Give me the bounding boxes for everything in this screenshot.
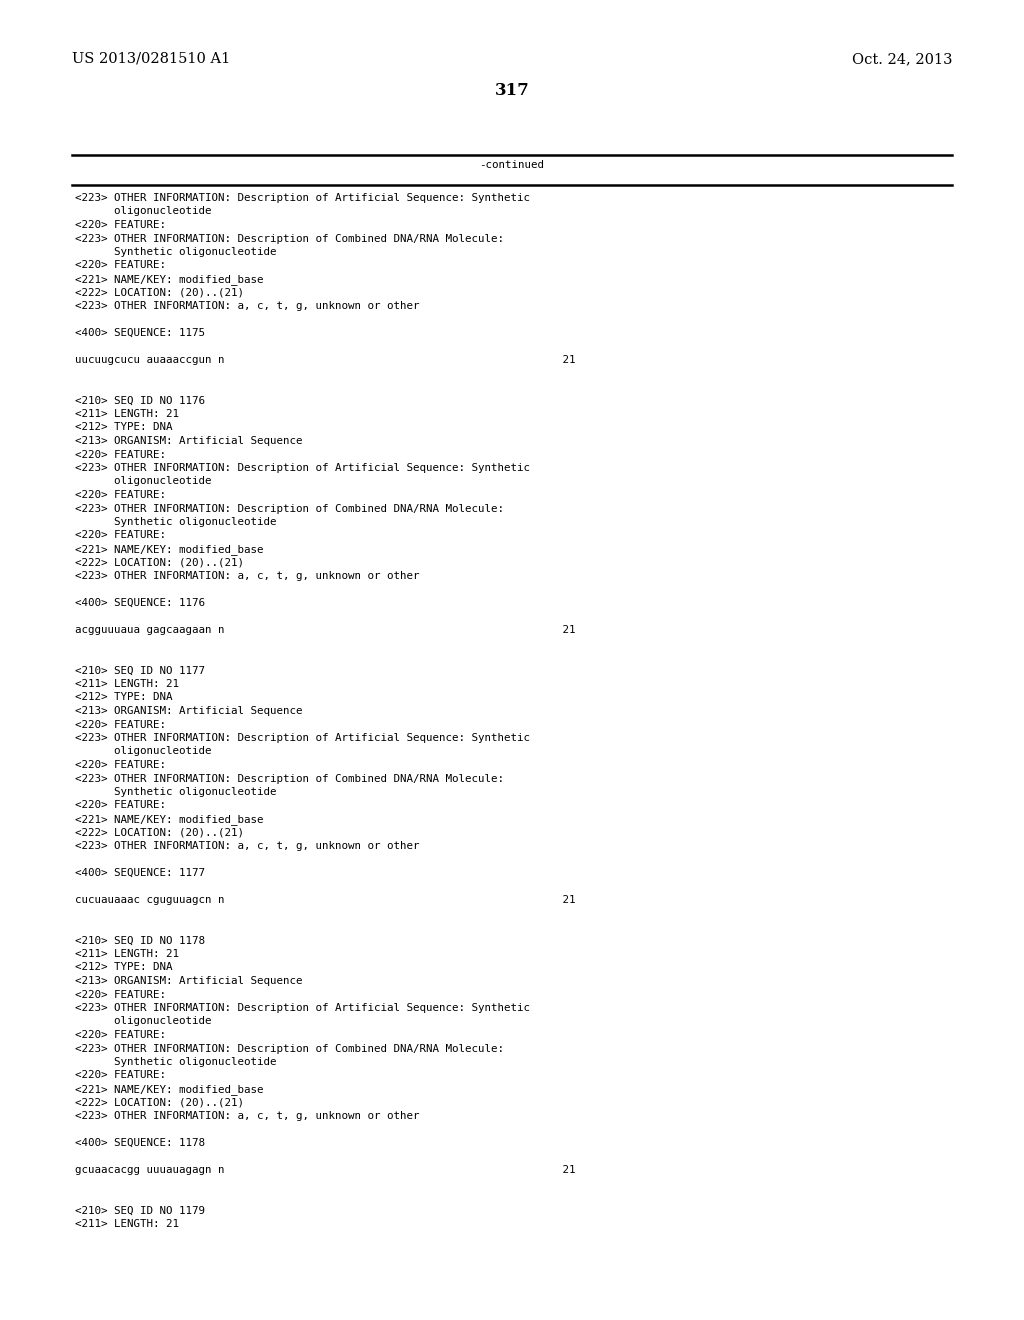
Text: <223> OTHER INFORMATION: a, c, t, g, unknown or other: <223> OTHER INFORMATION: a, c, t, g, unk… [75,572,420,581]
Text: oligonucleotide: oligonucleotide [75,477,212,487]
Text: <210> SEQ ID NO 1177: <210> SEQ ID NO 1177 [75,665,205,676]
Text: Synthetic oligonucleotide: Synthetic oligonucleotide [75,1057,276,1067]
Text: oligonucleotide: oligonucleotide [75,206,212,216]
Text: <213> ORGANISM: Artificial Sequence: <213> ORGANISM: Artificial Sequence [75,436,302,446]
Text: oligonucleotide: oligonucleotide [75,747,212,756]
Text: gcuaacacgg uuuauagagn n                                                    21: gcuaacacgg uuuauagagn n 21 [75,1166,575,1175]
Text: <400> SEQUENCE: 1177: <400> SEQUENCE: 1177 [75,869,205,878]
Text: Synthetic oligonucleotide: Synthetic oligonucleotide [75,247,276,257]
Text: <223> OTHER INFORMATION: Description of Artificial Sequence: Synthetic: <223> OTHER INFORMATION: Description of … [75,1003,530,1012]
Text: <220> FEATURE:: <220> FEATURE: [75,490,166,500]
Text: <223> OTHER INFORMATION: a, c, t, g, unknown or other: <223> OTHER INFORMATION: a, c, t, g, unk… [75,301,420,312]
Text: <211> LENGTH: 21: <211> LENGTH: 21 [75,949,179,960]
Text: <211> LENGTH: 21: <211> LENGTH: 21 [75,1218,179,1229]
Text: <220> FEATURE:: <220> FEATURE: [75,220,166,230]
Text: <220> FEATURE:: <220> FEATURE: [75,260,166,271]
Text: <221> NAME/KEY: modified_base: <221> NAME/KEY: modified_base [75,275,263,285]
Text: <220> FEATURE:: <220> FEATURE: [75,1071,166,1081]
Text: <220> FEATURE:: <220> FEATURE: [75,800,166,810]
Text: <220> FEATURE:: <220> FEATURE: [75,450,166,459]
Text: 317: 317 [495,82,529,99]
Text: <220> FEATURE:: <220> FEATURE: [75,531,166,540]
Text: <223> OTHER INFORMATION: Description of Combined DNA/RNA Molecule:: <223> OTHER INFORMATION: Description of … [75,234,504,243]
Text: <223> OTHER INFORMATION: Description of Artificial Sequence: Synthetic: <223> OTHER INFORMATION: Description of … [75,463,530,473]
Text: <223> OTHER INFORMATION: Description of Artificial Sequence: Synthetic: <223> OTHER INFORMATION: Description of … [75,733,530,743]
Text: uucuugcucu auaaaccgun n                                                    21: uucuugcucu auaaaccgun n 21 [75,355,575,366]
Text: <223> OTHER INFORMATION: Description of Combined DNA/RNA Molecule:: <223> OTHER INFORMATION: Description of … [75,1044,504,1053]
Text: -continued: -continued [479,160,545,170]
Text: <222> LOCATION: (20)..(21): <222> LOCATION: (20)..(21) [75,288,244,297]
Text: <223> OTHER INFORMATION: Description of Combined DNA/RNA Molecule:: <223> OTHER INFORMATION: Description of … [75,774,504,784]
Text: <210> SEQ ID NO 1178: <210> SEQ ID NO 1178 [75,936,205,945]
Text: <210> SEQ ID NO 1176: <210> SEQ ID NO 1176 [75,396,205,405]
Text: <223> OTHER INFORMATION: Description of Combined DNA/RNA Molecule:: <223> OTHER INFORMATION: Description of … [75,503,504,513]
Text: Synthetic oligonucleotide: Synthetic oligonucleotide [75,787,276,797]
Text: US 2013/0281510 A1: US 2013/0281510 A1 [72,51,230,66]
Text: cucuauaaac cguguuagcn n                                                    21: cucuauaaac cguguuagcn n 21 [75,895,575,906]
Text: <400> SEQUENCE: 1178: <400> SEQUENCE: 1178 [75,1138,205,1148]
Text: oligonucleotide: oligonucleotide [75,1016,212,1027]
Text: acgguuuaua gagcaagaan n                                                    21: acgguuuaua gagcaagaan n 21 [75,624,575,635]
Text: <223> OTHER INFORMATION: Description of Artificial Sequence: Synthetic: <223> OTHER INFORMATION: Description of … [75,193,530,203]
Text: <213> ORGANISM: Artificial Sequence: <213> ORGANISM: Artificial Sequence [75,975,302,986]
Text: <221> NAME/KEY: modified_base: <221> NAME/KEY: modified_base [75,1084,263,1094]
Text: <400> SEQUENCE: 1176: <400> SEQUENCE: 1176 [75,598,205,609]
Text: <213> ORGANISM: Artificial Sequence: <213> ORGANISM: Artificial Sequence [75,706,302,715]
Text: Synthetic oligonucleotide: Synthetic oligonucleotide [75,517,276,527]
Text: <223> OTHER INFORMATION: a, c, t, g, unknown or other: <223> OTHER INFORMATION: a, c, t, g, unk… [75,841,420,851]
Text: <220> FEATURE:: <220> FEATURE: [75,760,166,770]
Text: <212> TYPE: DNA: <212> TYPE: DNA [75,962,172,973]
Text: <223> OTHER INFORMATION: a, c, t, g, unknown or other: <223> OTHER INFORMATION: a, c, t, g, unk… [75,1111,420,1121]
Text: Oct. 24, 2013: Oct. 24, 2013 [852,51,952,66]
Text: <210> SEQ ID NO 1179: <210> SEQ ID NO 1179 [75,1205,205,1216]
Text: <211> LENGTH: 21: <211> LENGTH: 21 [75,678,179,689]
Text: <222> LOCATION: (20)..(21): <222> LOCATION: (20)..(21) [75,828,244,837]
Text: <400> SEQUENCE: 1175: <400> SEQUENCE: 1175 [75,327,205,338]
Text: <212> TYPE: DNA: <212> TYPE: DNA [75,693,172,702]
Text: <222> LOCATION: (20)..(21): <222> LOCATION: (20)..(21) [75,557,244,568]
Text: <221> NAME/KEY: modified_base: <221> NAME/KEY: modified_base [75,544,263,554]
Text: <222> LOCATION: (20)..(21): <222> LOCATION: (20)..(21) [75,1097,244,1107]
Text: <221> NAME/KEY: modified_base: <221> NAME/KEY: modified_base [75,814,263,825]
Text: <220> FEATURE:: <220> FEATURE: [75,990,166,999]
Text: <220> FEATURE:: <220> FEATURE: [75,1030,166,1040]
Text: <220> FEATURE:: <220> FEATURE: [75,719,166,730]
Text: <211> LENGTH: 21: <211> LENGTH: 21 [75,409,179,418]
Text: <212> TYPE: DNA: <212> TYPE: DNA [75,422,172,433]
